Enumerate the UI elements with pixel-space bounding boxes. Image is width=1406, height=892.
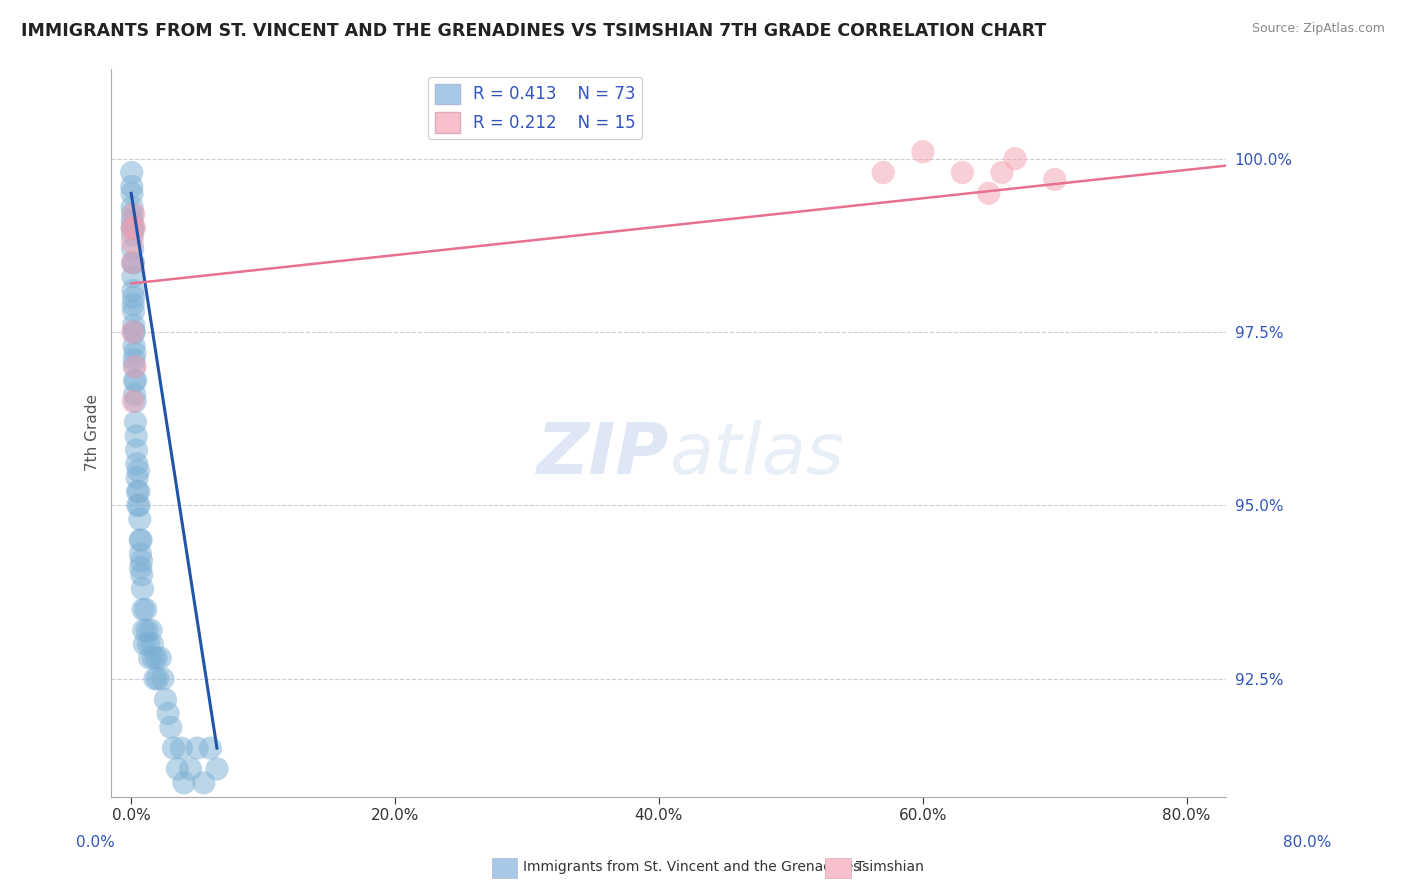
Point xyxy=(122,290,145,304)
Point xyxy=(127,464,149,478)
Text: IMMIGRANTS FROM ST. VINCENT AND THE GRENADINES VS TSIMSHIAN 7TH GRADE CORRELATIO: IMMIGRANTS FROM ST. VINCENT AND THE GREN… xyxy=(21,22,1046,40)
Point xyxy=(121,214,143,228)
Point xyxy=(143,672,166,686)
Point xyxy=(128,484,150,499)
Point xyxy=(205,762,228,776)
Point xyxy=(125,429,148,443)
Point xyxy=(132,602,155,616)
Point xyxy=(139,624,162,638)
Text: Source: ZipAtlas.com: Source: ZipAtlas.com xyxy=(1251,22,1385,36)
Point xyxy=(125,374,148,388)
Point xyxy=(157,706,180,721)
Point xyxy=(124,221,146,235)
Point xyxy=(124,387,146,401)
Y-axis label: 7th Grade: 7th Grade xyxy=(86,394,100,471)
Point xyxy=(977,186,1000,201)
Legend: R = 0.413    N = 73, R = 0.212    N = 15: R = 0.413 N = 73, R = 0.212 N = 15 xyxy=(427,77,643,139)
Point xyxy=(124,346,146,360)
Point xyxy=(131,567,153,582)
Point xyxy=(122,284,145,298)
Point xyxy=(129,561,152,575)
Point xyxy=(122,256,145,270)
Point xyxy=(121,227,143,242)
Point xyxy=(129,533,152,547)
Point xyxy=(122,394,145,409)
Point xyxy=(180,762,202,776)
Text: Tsimshian: Tsimshian xyxy=(856,860,924,874)
Point xyxy=(124,359,146,374)
Point xyxy=(911,145,934,159)
Point xyxy=(122,207,145,221)
Point xyxy=(138,651,160,665)
Point xyxy=(122,297,145,311)
Point xyxy=(121,186,143,201)
Point xyxy=(950,165,973,179)
Point xyxy=(121,221,143,235)
Point xyxy=(122,269,145,284)
Point xyxy=(200,741,222,756)
Point xyxy=(127,484,149,499)
Point xyxy=(121,235,143,249)
Point xyxy=(129,547,152,561)
Point xyxy=(145,651,167,665)
Point xyxy=(124,359,146,374)
Point xyxy=(124,415,146,429)
Point xyxy=(141,637,163,651)
Point xyxy=(122,325,145,339)
Point xyxy=(121,242,143,256)
Point xyxy=(131,554,153,568)
Point xyxy=(991,165,1014,179)
Point xyxy=(872,165,894,179)
Point xyxy=(121,207,143,221)
Point xyxy=(138,637,160,651)
Point xyxy=(136,624,159,638)
Point xyxy=(127,499,149,513)
Text: ZIP: ZIP xyxy=(537,420,669,489)
Point xyxy=(193,776,215,790)
Text: Immigrants from St. Vincent and the Grenadines: Immigrants from St. Vincent and the Gren… xyxy=(523,860,860,874)
Point xyxy=(1043,172,1066,186)
Point xyxy=(121,165,143,179)
Point xyxy=(122,339,145,353)
Point xyxy=(134,637,156,651)
Point xyxy=(159,720,181,734)
Point xyxy=(186,741,208,756)
Point xyxy=(122,304,145,318)
Point xyxy=(122,318,145,332)
Point xyxy=(124,394,146,409)
Point xyxy=(131,582,153,596)
Point xyxy=(124,374,146,388)
Point xyxy=(152,672,174,686)
Point xyxy=(1004,152,1026,166)
Point xyxy=(128,512,150,526)
Point xyxy=(173,776,195,790)
Point xyxy=(122,325,145,339)
Point xyxy=(121,200,143,214)
Point xyxy=(127,471,149,485)
Point xyxy=(128,499,150,513)
Text: 80.0%: 80.0% xyxy=(1284,836,1331,850)
Point xyxy=(132,624,155,638)
Point xyxy=(121,256,143,270)
Point xyxy=(121,221,143,235)
Point xyxy=(122,352,145,367)
Point xyxy=(121,179,143,194)
Point xyxy=(146,672,169,686)
Point xyxy=(121,325,143,339)
Point xyxy=(135,602,157,616)
Point xyxy=(125,442,148,457)
Point xyxy=(122,221,145,235)
Point xyxy=(149,651,172,665)
Point xyxy=(170,741,193,756)
Point xyxy=(162,741,184,756)
Point xyxy=(142,651,165,665)
Point xyxy=(166,762,188,776)
Point xyxy=(155,692,177,706)
Text: atlas: atlas xyxy=(669,420,844,489)
Point xyxy=(125,457,148,471)
Text: 0.0%: 0.0% xyxy=(76,836,115,850)
Point xyxy=(129,533,152,547)
Point xyxy=(121,256,143,270)
